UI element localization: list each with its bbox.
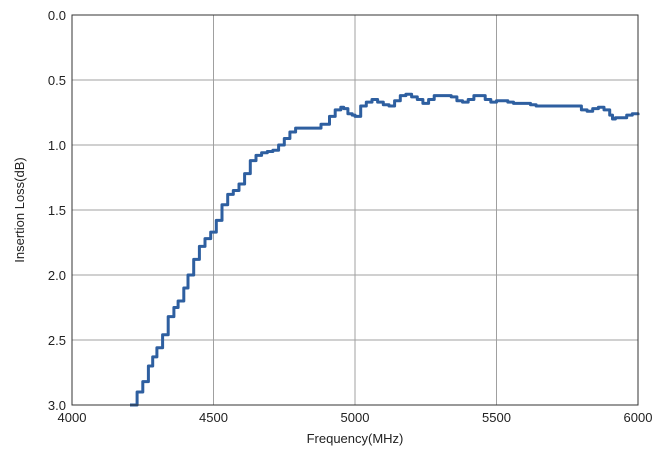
tick-labels: 4000 4500 5000 5500 60000.00.51.01.52.02.53.… [48, 8, 653, 425]
y-tick-label: 0.5 [48, 73, 66, 88]
y-tick-label: 1.5 [48, 203, 66, 218]
y-tick-label: 1.0 [48, 138, 66, 153]
x-tick-label: 4500 [199, 410, 228, 425]
x-tick-label: 5000 [341, 410, 370, 425]
x-tick-label: 5500 [482, 410, 511, 425]
y-axis-title: Insertion Loss(dB) [12, 157, 27, 263]
series-line [130, 94, 638, 405]
y-tick-label: 2.5 [48, 333, 66, 348]
y-tick-label: 0.0 [48, 8, 66, 23]
x-tick-label: 6000 [624, 410, 653, 425]
y-tick-label: 3.0 [48, 398, 66, 413]
x-axis-title: Frequency(MHz) [307, 431, 404, 446]
y-tick-label: 2.0 [48, 268, 66, 283]
